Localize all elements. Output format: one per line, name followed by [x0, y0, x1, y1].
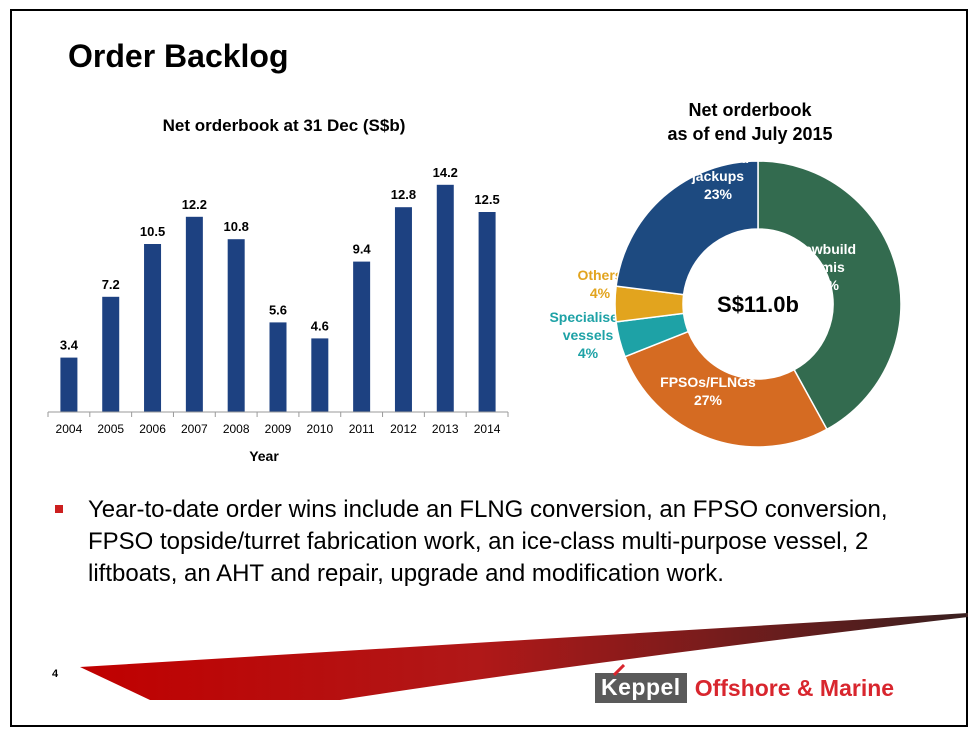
bar-2004 [60, 357, 78, 412]
bar-value-label: 12.5 [474, 192, 499, 207]
bar-value-label: 12.8 [391, 187, 416, 202]
donut-slice-label: Others 4% [577, 267, 622, 301]
bar-value-label: 9.4 [353, 242, 372, 257]
x-tick-label: 2012 [390, 422, 417, 436]
x-tick-label: 2014 [474, 422, 501, 436]
donut-title-line2: as of end July 2015 [667, 124, 833, 144]
page-number: 4 [52, 668, 59, 680]
bar-2006 [144, 244, 162, 412]
bar-value-label: 7.2 [102, 277, 120, 292]
donut-slice-label: Specialised vessels 4% [549, 309, 626, 361]
slide-title: Order Backlog [68, 38, 289, 74]
bar-value-label: 14.2 [433, 165, 458, 180]
logo-division-text: Offshore & Marine [694, 674, 895, 701]
slide-frame [10, 9, 968, 727]
bar-2012 [394, 207, 412, 412]
x-tick-label: 2007 [181, 422, 208, 436]
donut-chart: Newbuild semis 42% FPSOs/FLNGs 27% Specialise… [549, 150, 902, 448]
x-tick-label: 2009 [265, 422, 292, 436]
bar-chart-title: Net orderbook at 31 Dec (S$b) [162, 116, 406, 135]
logo-tick-icon [613, 664, 625, 676]
x-tick-label: 2004 [56, 422, 83, 436]
bar-chart: 3.4 2004 7.2 2005 10.5 2006 12.2 2007 10.8 2008 5.… [47, 165, 509, 464]
bar-2013 [436, 184, 454, 412]
bar-value-label: 4.6 [311, 318, 329, 333]
bar-2005 [102, 296, 120, 412]
donut-slice-label: Newbuild jackups 23% [687, 150, 749, 202]
x-axis-title: Year [249, 448, 279, 464]
x-tick-label: 2011 [349, 422, 375, 436]
donut-slice-newbuild_jackups [615, 160, 759, 296]
x-tick-label: 2010 [306, 422, 333, 436]
bar-2010 [311, 338, 329, 412]
logo-brand-text: Keppel [601, 674, 681, 700]
x-tick-label: 2013 [432, 422, 459, 436]
donut-slice-fpsos_flngs [624, 330, 828, 448]
bar-2007 [185, 216, 203, 412]
bar-value-label: 10.8 [224, 219, 249, 234]
donut-slice-label: Newbuild semis 42% [794, 241, 856, 293]
x-tick-label: 2008 [223, 422, 250, 436]
donut-slice-label: FPSOs/FLNGs 27% [660, 374, 756, 408]
x-tick-label: 2005 [97, 422, 124, 436]
bar-2011 [353, 261, 371, 412]
donut-chart-title: Net orderbook as of end July 2015 [620, 98, 880, 146]
donut-slice-newbuild_semis [757, 160, 902, 431]
bar-value-label: 5.6 [269, 302, 287, 317]
bar-value-label: 12.2 [182, 197, 207, 212]
bullet-text: Year-to-date order wins include an FLNG … [88, 496, 888, 587]
logo-keppel: Keppel [595, 664, 687, 703]
bar-value-label: 3.4 [60, 338, 79, 353]
bar-2014 [478, 212, 496, 412]
donut-center-label: S$11.0b [717, 292, 799, 317]
company-logo: Keppel Offshore & Marine [595, 664, 895, 705]
donut-title-line1: Net orderbook [688, 100, 812, 120]
bullet-marker [55, 505, 63, 513]
bar-value-label: 10.5 [140, 224, 165, 239]
bar-2008 [227, 239, 245, 412]
bar-2009 [269, 322, 287, 412]
x-tick-label: 2006 [139, 422, 166, 436]
